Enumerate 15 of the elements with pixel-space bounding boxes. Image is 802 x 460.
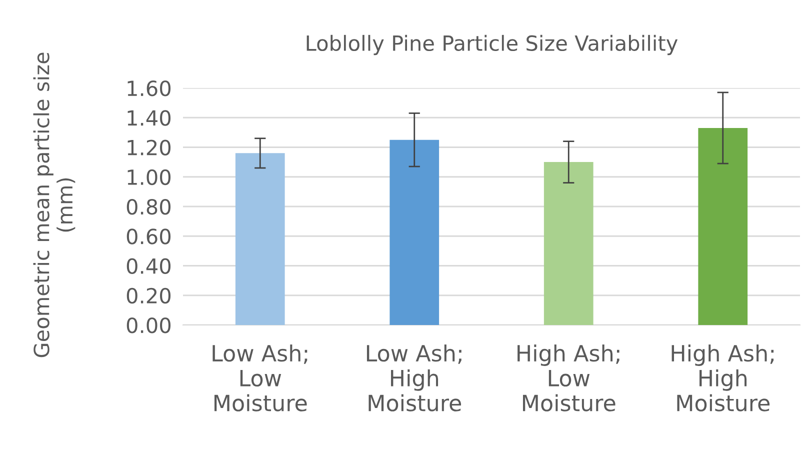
y-tick-label: 1.60 [128, 80, 171, 96]
y-tick-label: 1.20 [128, 140, 171, 156]
y-tick-label: 0.60 [126, 228, 171, 244]
y-tick-label: 0.40 [126, 258, 171, 274]
x-tick-label: Low Ash; High Moisture [366, 344, 462, 412]
x-tick-label: High Ash; Low Moisture [518, 344, 620, 412]
y-axis-title: Geometric mean particle size (mm) [33, 52, 76, 358]
y-tick-label: 0.80 [126, 198, 171, 215]
x-tick-label: High Ash; High Moisture [672, 344, 774, 412]
y-tick-label: 1.40 [128, 110, 171, 126]
y-tick-label: 1.00 [128, 169, 171, 186]
x-tick-label: Low Ash; Low Moisture [212, 344, 308, 412]
y-tick-label: 0.20 [126, 288, 171, 304]
y-tick-label: 0.00 [126, 317, 171, 334]
chart-title: Loblolly Pine Particle Size Variability [306, 34, 678, 56]
